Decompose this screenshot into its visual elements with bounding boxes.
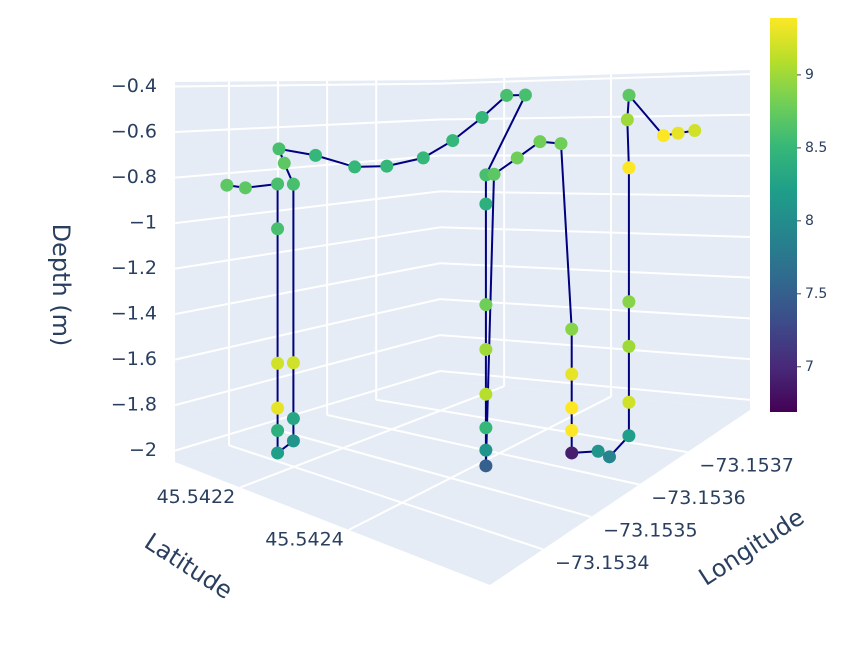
- depth-point: [475, 110, 489, 124]
- depth-point: [565, 401, 579, 415]
- z-grid-line: [439, 113, 751, 121]
- y-grid-line: [277, 429, 592, 518]
- z-grid-line: [174, 334, 441, 407]
- depth-point: [277, 156, 291, 170]
- z-tick-label: −2: [129, 439, 157, 461]
- z-tick-label: −1.4: [111, 303, 157, 325]
- depth-point: [446, 134, 460, 148]
- depth-point: [565, 322, 579, 336]
- depth-point: [479, 421, 493, 435]
- depth-point: [622, 339, 636, 353]
- colorbar-tick-label: 8.5: [805, 140, 827, 156]
- x-tick-label: 45.5424: [265, 528, 344, 550]
- depth-point: [622, 88, 636, 102]
- colorbar-tick-label: 8: [805, 213, 814, 229]
- depth-point: [220, 178, 234, 192]
- depth-point: [533, 135, 547, 149]
- depth-point: [479, 197, 493, 211]
- colorbar: [770, 18, 797, 412]
- z-tick-label: −0.6: [111, 121, 157, 143]
- z-tick-label: −1: [129, 212, 157, 234]
- depth-point: [479, 298, 493, 312]
- depth-point: [656, 129, 670, 143]
- depth-point: [271, 177, 285, 191]
- z-grid-line: [174, 298, 441, 361]
- depth-point: [688, 124, 702, 138]
- depth-point: [554, 137, 568, 151]
- depth-point: [271, 356, 285, 370]
- depth-point: [518, 88, 532, 102]
- depth-point: [479, 342, 493, 356]
- z-grid-line: [439, 190, 751, 198]
- y-tick-label: −73.1537: [699, 455, 794, 477]
- y-tick-label: −73.1535: [603, 519, 698, 541]
- depth-point: [622, 395, 636, 409]
- floor: [175, 380, 750, 585]
- depth-point: [622, 161, 636, 175]
- depth-point: [479, 387, 493, 401]
- depth-point: [271, 401, 285, 415]
- depth-point: [286, 434, 300, 448]
- z-grid-line: [174, 370, 441, 452]
- z-grid-line: [174, 190, 441, 225]
- colorbar-tick-label: 9: [805, 67, 814, 83]
- z-tick-label: −0.4: [111, 75, 157, 97]
- z-tick-label: −0.8: [111, 166, 157, 188]
- x-grid-line: [239, 385, 505, 489]
- colorbar-tick-label: 7.5: [805, 286, 827, 302]
- depth-point: [620, 113, 634, 127]
- depth-point: [272, 142, 286, 156]
- y-grid-line: [376, 398, 688, 454]
- scene-marks: [220, 88, 702, 473]
- y-tick-label: −73.1534: [555, 552, 650, 574]
- left-wall: [175, 80, 440, 462]
- depth-point: [286, 356, 300, 370]
- depth-point: [622, 429, 636, 443]
- z-tick-label: −1.8: [111, 394, 157, 416]
- depth-point: [286, 177, 300, 191]
- z-tick-label: −1.2: [111, 257, 157, 279]
- x-grid-line: [348, 395, 612, 531]
- y-axis-title: Longitude: [694, 503, 809, 591]
- depth-point: [238, 181, 252, 195]
- y-grid-line: [228, 444, 544, 551]
- z-grid-line: [174, 82, 441, 88]
- depth-point: [565, 446, 579, 460]
- depth-point: [416, 151, 430, 165]
- depth-point: [602, 450, 616, 464]
- depth-point: [500, 88, 514, 102]
- depth-point: [271, 446, 285, 460]
- depth-point: [591, 444, 605, 458]
- z-grid-line: [174, 154, 441, 179]
- x-tick-label: 45.5422: [157, 486, 236, 508]
- depth-point: [479, 459, 493, 473]
- x-axis-title: Latitude: [139, 528, 237, 605]
- z-grid-line: [439, 73, 751, 85]
- depth-point: [479, 443, 493, 457]
- depth-point: [510, 151, 524, 165]
- y-tick-label: −73.1536: [651, 487, 746, 509]
- z-grid-line: [174, 226, 441, 270]
- z-grid-line: [174, 262, 441, 316]
- depth-point: [271, 424, 285, 438]
- z-grid-line: [439, 370, 751, 401]
- depth-point: [622, 295, 636, 309]
- depth-point: [286, 412, 300, 426]
- depth-point: [487, 167, 501, 181]
- z-tick-label: −1.6: [111, 348, 157, 370]
- depth-point: [348, 160, 362, 174]
- depth-point: [671, 126, 685, 140]
- depth-point: [380, 159, 394, 173]
- depth-point: [565, 367, 579, 381]
- z-grid-line: [174, 118, 441, 134]
- z-grid-line: [439, 334, 751, 361]
- depth-point: [565, 423, 579, 437]
- z-axis-title: Depth (m): [47, 224, 75, 347]
- depth-point: [271, 222, 285, 236]
- depth-point: [309, 148, 323, 162]
- colorbar-tick-label: 7: [805, 359, 814, 375]
